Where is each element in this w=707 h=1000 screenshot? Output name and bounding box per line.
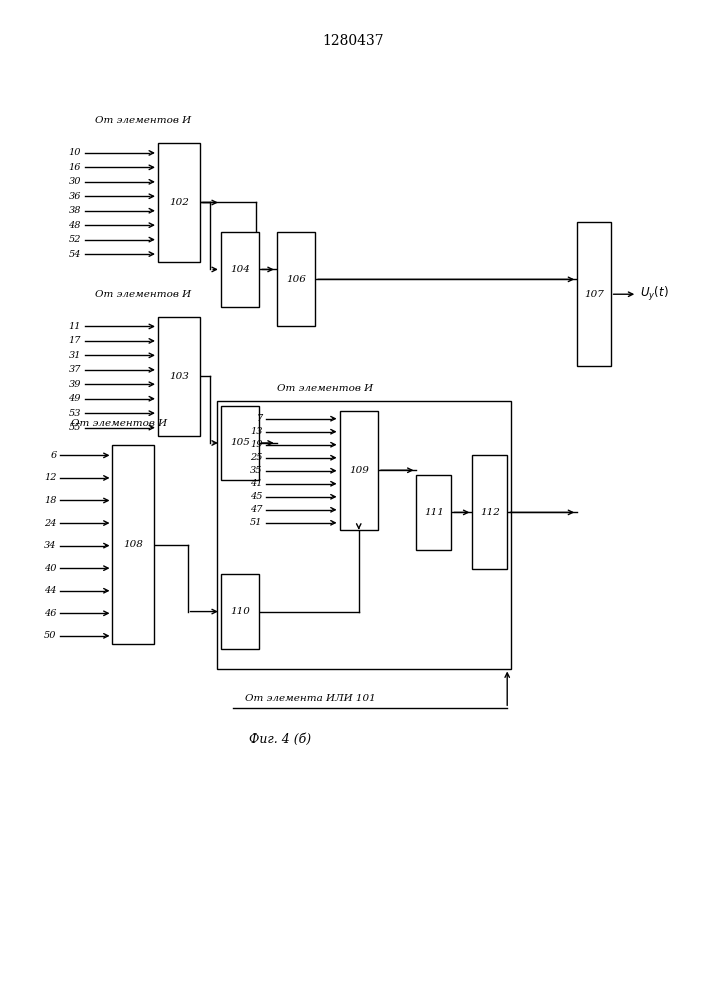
Text: 12: 12 — [44, 473, 57, 482]
Bar — [416, 475, 451, 550]
Bar — [221, 232, 259, 307]
Text: 17: 17 — [69, 336, 81, 345]
Text: От элементов И: От элементов И — [71, 419, 167, 428]
Text: 103: 103 — [169, 372, 189, 381]
Text: 41: 41 — [250, 479, 263, 488]
Text: 50: 50 — [44, 631, 57, 640]
Text: 11: 11 — [69, 322, 81, 331]
Text: 105: 105 — [230, 438, 250, 447]
Text: От элементов И: От элементов И — [95, 290, 191, 299]
Text: 25: 25 — [250, 453, 263, 462]
Text: 102: 102 — [169, 198, 189, 207]
Bar — [158, 143, 200, 262]
Text: 109: 109 — [349, 466, 368, 475]
Text: 112: 112 — [480, 508, 500, 517]
Text: От элемента ИЛИ 101: От элемента ИЛИ 101 — [245, 694, 376, 703]
Bar — [339, 411, 378, 530]
Bar — [112, 445, 154, 644]
Text: 39: 39 — [69, 380, 81, 389]
Text: 46: 46 — [44, 609, 57, 618]
Text: $U_{y}(t)$: $U_{y}(t)$ — [640, 285, 669, 303]
Bar — [217, 401, 510, 669]
Text: 48: 48 — [69, 221, 81, 230]
Text: 108: 108 — [124, 540, 144, 549]
Text: 106: 106 — [286, 275, 306, 284]
Text: 10: 10 — [69, 148, 81, 157]
Text: 55: 55 — [69, 423, 81, 432]
Text: 51: 51 — [250, 518, 263, 527]
Text: 24: 24 — [44, 519, 57, 528]
Text: 19: 19 — [250, 440, 263, 449]
Text: 6: 6 — [50, 451, 57, 460]
Text: 107: 107 — [584, 290, 604, 299]
Text: 53: 53 — [69, 409, 81, 418]
Text: 30: 30 — [69, 177, 81, 186]
Text: 18: 18 — [44, 496, 57, 505]
Text: 31: 31 — [69, 351, 81, 360]
Bar — [221, 574, 259, 649]
Text: 111: 111 — [424, 508, 444, 517]
Text: От элементов И: От элементов И — [276, 384, 373, 393]
Text: 34: 34 — [44, 541, 57, 550]
Text: 36: 36 — [69, 192, 81, 201]
Bar — [221, 406, 259, 480]
Bar — [577, 222, 611, 366]
Text: 54: 54 — [69, 250, 81, 259]
Text: 49: 49 — [69, 394, 81, 403]
Text: От элементов И: От элементов И — [95, 116, 191, 125]
Bar — [158, 317, 200, 436]
Text: 38: 38 — [69, 206, 81, 215]
Text: 44: 44 — [44, 586, 57, 595]
Bar — [276, 232, 315, 326]
Text: 45: 45 — [250, 492, 263, 501]
Text: 104: 104 — [230, 265, 250, 274]
Text: 35: 35 — [250, 466, 263, 475]
Text: 52: 52 — [69, 235, 81, 244]
Text: 47: 47 — [250, 505, 263, 514]
Text: 37: 37 — [69, 365, 81, 374]
Text: 110: 110 — [230, 607, 250, 616]
Text: 13: 13 — [250, 427, 263, 436]
Text: Фиг. 4 (б): Фиг. 4 (б) — [249, 733, 311, 746]
Text: 7: 7 — [257, 414, 263, 423]
Text: 16: 16 — [69, 163, 81, 172]
Text: 40: 40 — [44, 564, 57, 573]
Text: 1280437: 1280437 — [322, 34, 385, 48]
Bar — [472, 455, 507, 569]
